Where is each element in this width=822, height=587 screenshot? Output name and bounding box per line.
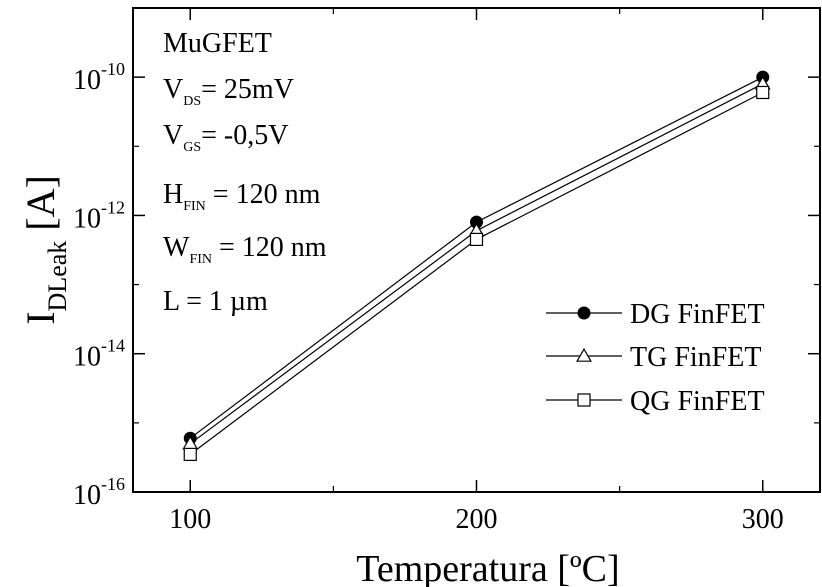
annotation-value: = -0,5V	[201, 120, 288, 151]
annotation-subscript: GS	[183, 140, 201, 155]
annotation-subscript: FIN	[189, 252, 212, 267]
legend-marker-0	[577, 306, 591, 320]
annotation-main: W	[163, 232, 190, 263]
data-point-2-1	[469, 232, 484, 247]
series-layer	[182, 70, 771, 461]
annotation-vgs: VGS= -0,5V	[163, 120, 288, 155]
y-tick-label: 10-10	[73, 59, 125, 96]
y-axis-title-main: I	[18, 311, 63, 324]
annotation-hfin: HFIN = 120 nm	[163, 179, 321, 214]
annotation-subscript: FIN	[183, 199, 206, 214]
annotation-value: = 25mV	[201, 74, 294, 105]
legend-label-1: TG FinFET	[630, 342, 761, 373]
y-tick-exponent: -14	[101, 336, 125, 356]
y-tick-label: 10-14	[73, 336, 125, 373]
y-axis-title-unit: [A]	[18, 175, 63, 241]
legend-marker-2	[577, 393, 591, 407]
data-point-2-2	[756, 85, 770, 100]
x-axis-title: Temperatura [ºC]	[356, 548, 619, 587]
x-tick-label: 200	[456, 504, 498, 535]
y-tick-label: 10-16	[73, 474, 125, 511]
annotation-value: = 120 nm	[206, 179, 321, 210]
y-tick-label: 10-12	[73, 197, 125, 234]
annotation-main: V	[163, 120, 183, 151]
legend-label-2: QG FinFET	[630, 386, 765, 417]
annotation-device: MuGFET	[163, 28, 272, 59]
y-tick-base: 10	[73, 65, 101, 96]
axis-labels: Temperatura [ºC] IDLeak [A]	[18, 175, 620, 587]
legend-marker-1	[576, 347, 592, 362]
y-tick-base: 10	[73, 203, 101, 234]
annotation-vds: VDS= 25mV	[163, 74, 294, 109]
annotation-subscript: DS	[183, 94, 201, 109]
data-point-2-0	[183, 447, 197, 461]
y-tick-exponent: -10	[101, 59, 125, 79]
annotation-main: H	[163, 179, 183, 210]
annotation-wfin: WFIN = 120 nm	[163, 232, 327, 267]
y-tick-exponent: -12	[101, 197, 125, 217]
y-axis-title-subscript: DLeak	[43, 241, 72, 312]
y-axis-title: IDLeak [A]	[18, 175, 72, 325]
x-tick-label: 300	[742, 504, 784, 535]
annotation-length: L = 1 µm	[163, 286, 268, 317]
annotation-main: V	[163, 74, 183, 105]
y-tick-exponent: -16	[101, 474, 125, 494]
y-tick-base: 10	[73, 342, 101, 373]
legend-label-0: DG FinFET	[630, 299, 765, 330]
legend: DG FinFET TG FinFET QG FinFET	[546, 299, 765, 417]
annotation-value: = 120 nm	[212, 232, 327, 263]
y-tick-base: 10	[73, 480, 101, 511]
x-tick-label: 100	[169, 504, 211, 535]
